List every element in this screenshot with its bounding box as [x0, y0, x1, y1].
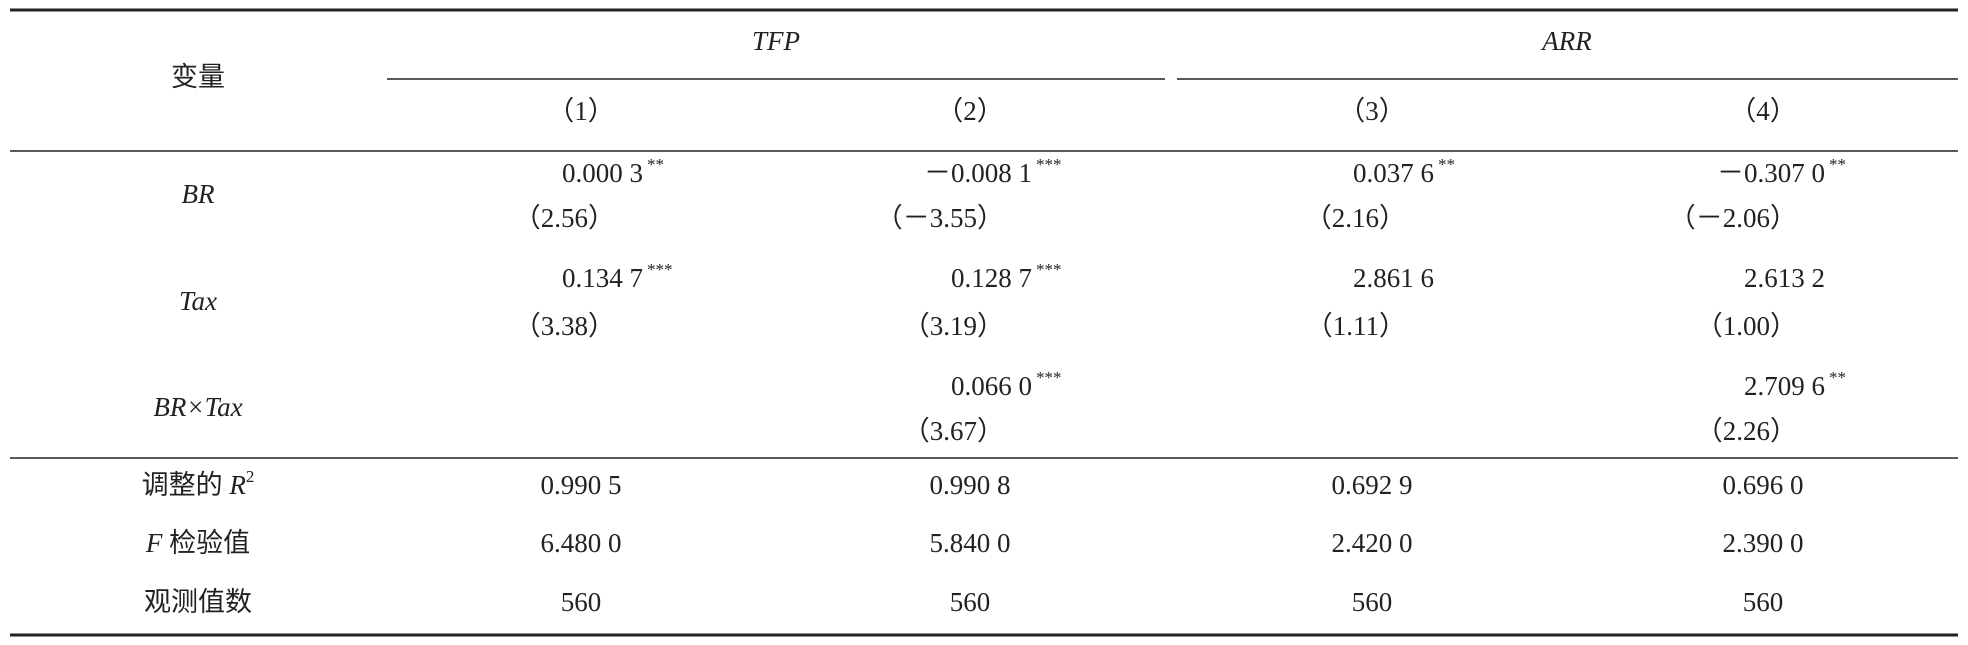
stat-label-part: R — [228, 470, 246, 500]
stat-label: F 检验值 — [145, 528, 250, 558]
t-statistic: （3.38） — [514, 311, 615, 341]
significance: ** — [647, 155, 664, 174]
coefficient: 0.000 3 — [562, 158, 643, 188]
t-statistic: （2.26） — [1696, 416, 1797, 446]
coefficient: 0.128 7 — [951, 263, 1032, 293]
stat-value: 0.692 9 — [1332, 470, 1413, 500]
stat-label-part: 观测值数 — [144, 587, 252, 617]
t-statistic: （3.67） — [903, 416, 1004, 446]
stat-value: 0.696 0 — [1723, 470, 1804, 500]
stat-label-part: F — [145, 528, 163, 558]
stat-value: 560 — [950, 587, 991, 617]
row-label: BR — [182, 179, 215, 209]
significance: *** — [647, 260, 673, 279]
stat-value: 560 — [1352, 587, 1393, 617]
t-statistic: （－3.55） — [876, 203, 1004, 233]
coefficient: －0.008 1 — [924, 158, 1032, 188]
stat-label-part: 2 — [246, 467, 255, 486]
stat-value: 2.420 0 — [1332, 528, 1413, 558]
stat-label-part: 调整的 — [142, 470, 230, 500]
stat-value: 5.840 0 — [930, 528, 1011, 558]
stat-value: 0.990 8 — [930, 470, 1011, 500]
column-header: （3） — [1338, 96, 1406, 126]
coefficient: 2.709 6 — [1744, 371, 1825, 401]
stat-value: 560 — [561, 587, 602, 617]
group-header: ARR — [1540, 26, 1592, 56]
column-header: （4） — [1729, 96, 1797, 126]
column-header: （2） — [936, 96, 1004, 126]
t-statistic: （2.56） — [514, 203, 615, 233]
t-statistic: （3.19） — [903, 311, 1004, 341]
significance: *** — [1036, 155, 1062, 174]
t-statistic: （1.00） — [1696, 311, 1797, 341]
coefficient: 0.037 6 — [1353, 158, 1434, 188]
stat-value: 6.480 0 — [541, 528, 622, 558]
coefficient: 2.861 6 — [1353, 263, 1434, 293]
significance: ** — [1438, 155, 1455, 174]
coefficient: 2.613 2 — [1744, 263, 1825, 293]
row-label: Tax — [179, 286, 217, 316]
t-statistic: （－2.06） — [1669, 203, 1797, 233]
coefficient: 0.134 7 — [562, 263, 643, 293]
significance: ** — [1829, 368, 1846, 387]
significance: *** — [1036, 368, 1062, 387]
var-header: 变量 — [171, 62, 225, 92]
stat-label: 观测值数 — [144, 587, 252, 617]
t-statistic: （1.11） — [1306, 311, 1406, 341]
t-statistic: （2.16） — [1305, 203, 1406, 233]
row-label: BR×Tax — [153, 392, 242, 422]
group-header: TFP — [752, 26, 800, 56]
stat-value: 2.390 0 — [1723, 528, 1804, 558]
significance: *** — [1036, 260, 1062, 279]
stat-value: 0.990 5 — [541, 470, 622, 500]
stat-label: 调整的 R2 — [142, 467, 255, 500]
stat-value: 560 — [1743, 587, 1784, 617]
coefficient: －0.307 0 — [1717, 158, 1825, 188]
stat-label-part: 检验值 — [162, 528, 250, 558]
significance: ** — [1829, 155, 1846, 174]
coefficient: 0.066 0 — [951, 371, 1032, 401]
column-header: （1） — [547, 96, 615, 126]
